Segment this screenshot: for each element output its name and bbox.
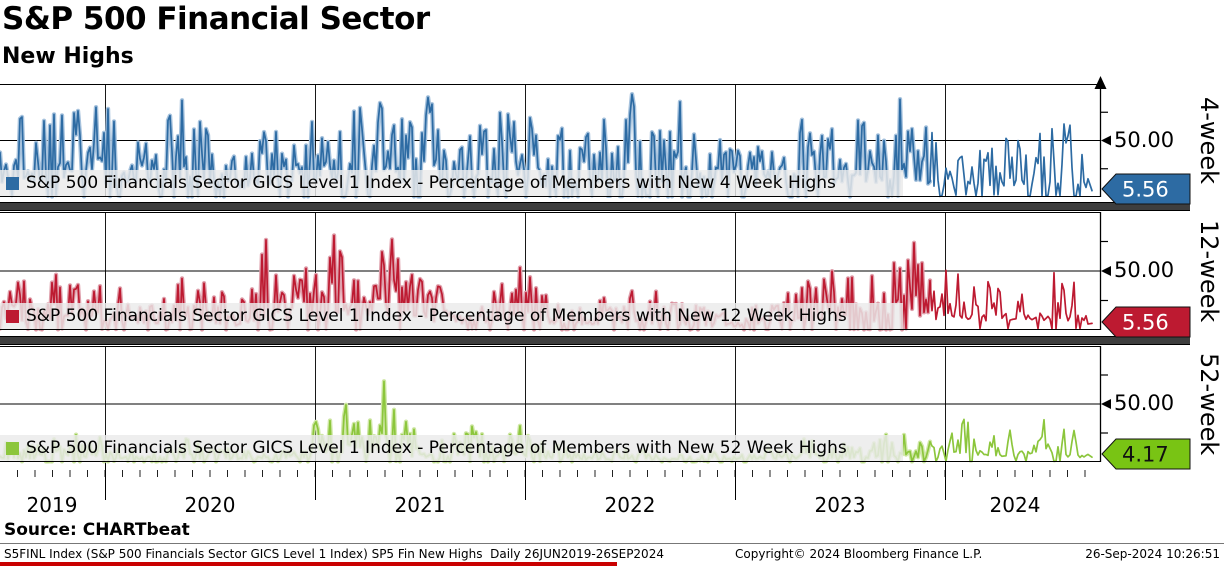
chart-canvas-4-week: 5.56 — [0, 76, 1191, 205]
legend-swatch-12week — [6, 309, 19, 323]
y-axis-tick-label-52week: 50.00 — [1114, 391, 1175, 415]
last-value-badge-12-week — [1101, 306, 1191, 338]
x-axis-strip — [17, 462, 1086, 500]
legend-label-4week: S&P 500 Financials Sector GICS Level 1 I… — [26, 173, 836, 193]
x-axis-year-label: 2022 — [604, 493, 656, 517]
chart-canvas-52-week: 4.17 — [0, 346, 1191, 470]
chart-canvas-12-week: 5.56 — [0, 212, 1191, 338]
footer-timestamp: 26-Sep-2024 10:26:51 — [1085, 547, 1220, 561]
last-value-badge-52-week — [1101, 438, 1191, 470]
panel-right-label-4week: 4-week — [1195, 97, 1223, 184]
last-value-text-4-week: 5.56 — [1122, 178, 1169, 202]
last-value-text-52-week: 4.17 — [1122, 443, 1169, 467]
legend-swatch-4week — [6, 176, 19, 190]
footer-bar: S5FINL Index (S&P 500 Financials Sector … — [0, 547, 1224, 562]
panel-separator-1 — [0, 202, 1190, 211]
chart-panel-52week: S&P 500 Financials Sector GICS Level 1 I… — [0, 346, 1224, 470]
page-title: S&P 500 Financial Sector — [2, 1, 430, 37]
page-subtitle: New Highs — [2, 44, 134, 69]
x-axis-year-label: 2021 — [394, 493, 446, 517]
footer-copyright: Copyright© 2024 Bloomberg Finance L.P. — [735, 547, 983, 561]
chart-panel-4week: S&P 500 Financials Sector GICS Level 1 I… — [0, 76, 1224, 205]
legend-label-12week: S&P 500 Financials Sector GICS Level 1 I… — [26, 306, 847, 326]
legend-4week: S&P 500 Financials Sector GICS Level 1 I… — [6, 171, 836, 195]
legend-swatch-52week — [6, 441, 19, 455]
source-label: Source: CHARTbeat — [4, 520, 190, 540]
last-value-badge-4-week — [1101, 173, 1191, 205]
panel-right-label-12week: 12-week — [1195, 219, 1223, 323]
footer-divider — [0, 543, 1224, 544]
terminal-red-strip — [0, 562, 617, 566]
legend-52week: S&P 500 Financials Sector GICS Level 1 I… — [6, 436, 847, 460]
y-axis-tick-label-12week: 50.00 — [1114, 258, 1175, 282]
legend-12week: S&P 500 Financials Sector GICS Level 1 I… — [6, 304, 847, 328]
x-axis-year-label: 2019 — [26, 493, 78, 517]
panel-separator-2 — [0, 336, 1190, 345]
chart-panel-12week: S&P 500 Financials Sector GICS Level 1 I… — [0, 212, 1224, 338]
last-value-text-12-week: 5.56 — [1122, 311, 1169, 335]
x-axis-year-label: 2023 — [814, 493, 866, 517]
panel-right-label-52week: 52-week — [1195, 352, 1223, 456]
y-axis-tick-label-4week: 50.00 — [1114, 127, 1175, 152]
x-axis-year-label: 2024 — [989, 493, 1041, 517]
footer-security-info: S5FINL Index (S&P 500 Financials Sector … — [4, 547, 664, 561]
legend-label-52week: S&P 500 Financials Sector GICS Level 1 I… — [26, 438, 847, 458]
x-axis-year-label: 2020 — [184, 493, 236, 517]
